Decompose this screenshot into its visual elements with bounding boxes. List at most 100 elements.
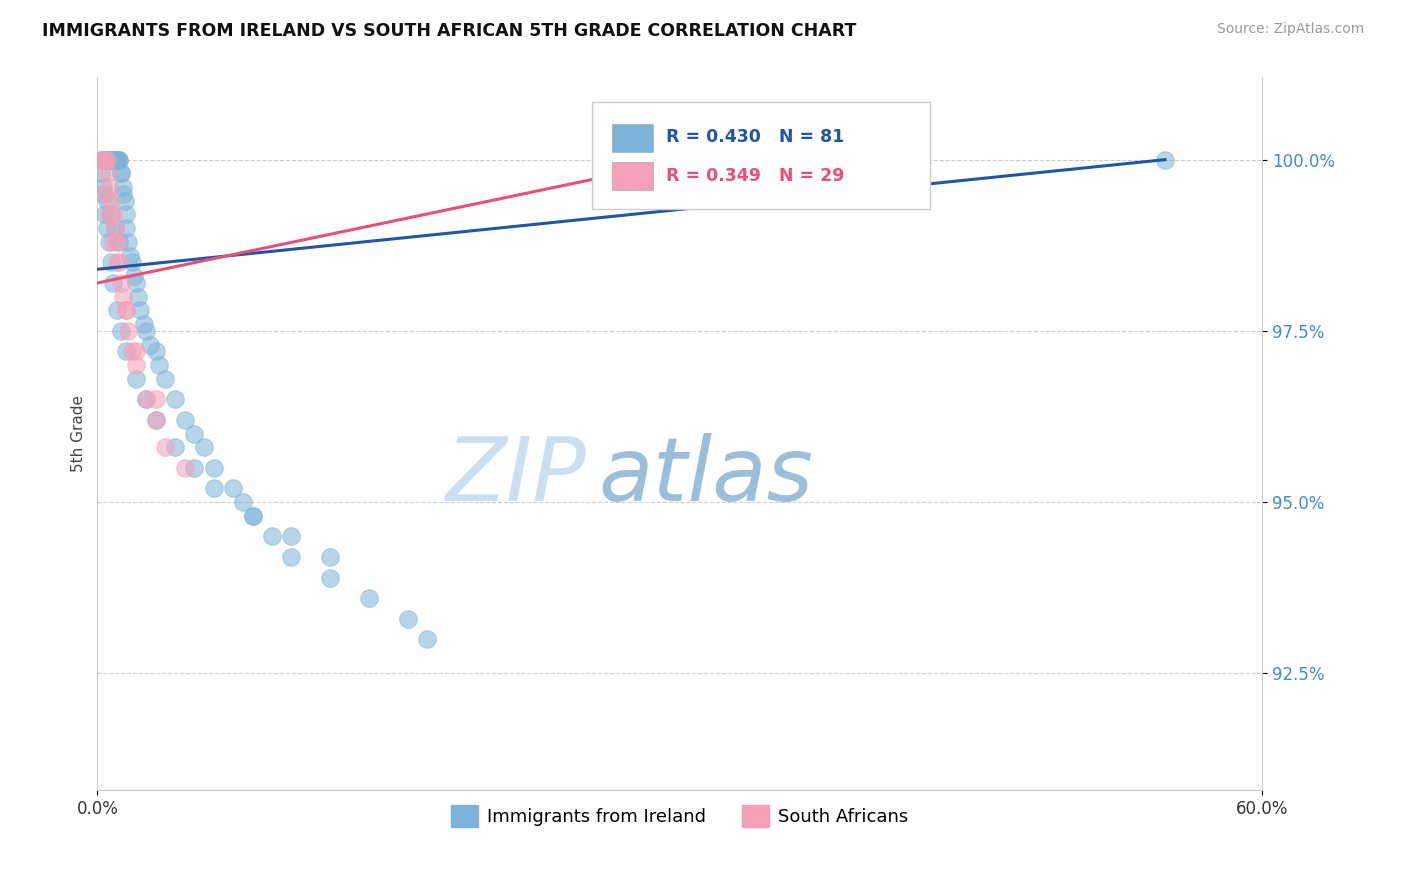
Point xyxy=(121,344,143,359)
Point xyxy=(91,153,114,167)
Point xyxy=(96,221,118,235)
Point xyxy=(173,413,195,427)
Point xyxy=(98,235,121,249)
Point xyxy=(98,180,121,194)
Point xyxy=(90,166,112,180)
Point xyxy=(163,392,186,407)
Point xyxy=(101,235,124,249)
Point xyxy=(129,303,152,318)
Point xyxy=(115,221,138,235)
Point xyxy=(111,186,134,201)
Bar xyxy=(612,124,652,153)
Point xyxy=(100,207,122,221)
Point xyxy=(96,153,118,167)
Point xyxy=(107,235,129,249)
Point xyxy=(105,153,128,167)
Point xyxy=(91,180,114,194)
Point xyxy=(96,153,118,167)
Point xyxy=(98,153,121,167)
Text: R = 0.430   N = 81: R = 0.430 N = 81 xyxy=(665,128,844,146)
Point xyxy=(100,153,122,167)
Point xyxy=(115,303,138,318)
Point xyxy=(125,358,148,372)
Point xyxy=(145,392,167,407)
Point xyxy=(135,392,157,407)
Point xyxy=(359,591,381,606)
Point xyxy=(396,612,419,626)
Point xyxy=(117,324,139,338)
Point xyxy=(610,153,633,167)
Bar xyxy=(612,161,652,190)
Point xyxy=(90,153,112,167)
Point xyxy=(125,276,148,290)
Point xyxy=(114,194,136,208)
Point xyxy=(98,153,121,167)
Point xyxy=(145,413,167,427)
Point xyxy=(110,324,132,338)
Point xyxy=(101,276,124,290)
Point xyxy=(222,482,245,496)
Y-axis label: 5th Grade: 5th Grade xyxy=(72,395,86,472)
Point xyxy=(101,153,124,167)
Point xyxy=(155,441,177,455)
Text: Source: ZipAtlas.com: Source: ZipAtlas.com xyxy=(1216,22,1364,37)
Point xyxy=(139,337,162,351)
Point xyxy=(183,461,205,475)
Point xyxy=(193,441,215,455)
Point xyxy=(173,461,195,475)
Point xyxy=(145,413,167,427)
Point xyxy=(100,153,122,167)
Point xyxy=(104,153,127,167)
Point xyxy=(98,153,121,167)
Point xyxy=(104,221,127,235)
Text: ZIP: ZIP xyxy=(446,434,586,519)
Point xyxy=(107,153,129,167)
Point xyxy=(202,461,225,475)
Point xyxy=(94,153,117,167)
Point xyxy=(155,372,177,386)
Point xyxy=(96,194,118,208)
Point xyxy=(105,303,128,318)
Point xyxy=(135,392,157,407)
Point xyxy=(117,235,139,249)
Point xyxy=(91,186,114,201)
Point xyxy=(91,153,114,167)
Point xyxy=(101,153,124,167)
Point xyxy=(163,441,186,455)
Point xyxy=(145,344,167,359)
Point xyxy=(242,508,264,523)
Point xyxy=(122,269,145,284)
Point xyxy=(242,508,264,523)
Point xyxy=(132,317,155,331)
Point xyxy=(105,153,128,167)
Point xyxy=(319,549,342,564)
Point xyxy=(104,221,127,235)
Point xyxy=(94,186,117,201)
Text: atlas: atlas xyxy=(598,434,813,519)
Point xyxy=(91,153,114,167)
Point xyxy=(98,207,121,221)
Point xyxy=(110,166,132,180)
Point xyxy=(125,344,148,359)
Point xyxy=(110,276,132,290)
Point xyxy=(96,153,118,167)
Point xyxy=(111,290,134,304)
Point xyxy=(105,255,128,269)
Text: R = 0.349   N = 29: R = 0.349 N = 29 xyxy=(665,167,844,185)
Point xyxy=(100,255,122,269)
Point xyxy=(127,290,149,304)
Point xyxy=(107,255,129,269)
Point xyxy=(104,153,127,167)
Point xyxy=(280,549,302,564)
Point xyxy=(105,153,128,167)
Point xyxy=(101,207,124,221)
Point xyxy=(94,207,117,221)
Point xyxy=(105,235,128,249)
Point xyxy=(90,153,112,167)
Point xyxy=(96,166,118,180)
Point xyxy=(319,570,342,584)
Point xyxy=(125,372,148,386)
Point xyxy=(280,529,302,543)
Point xyxy=(107,153,129,167)
Legend: Immigrants from Ireland, South Africans: Immigrants from Ireland, South Africans xyxy=(444,797,915,834)
